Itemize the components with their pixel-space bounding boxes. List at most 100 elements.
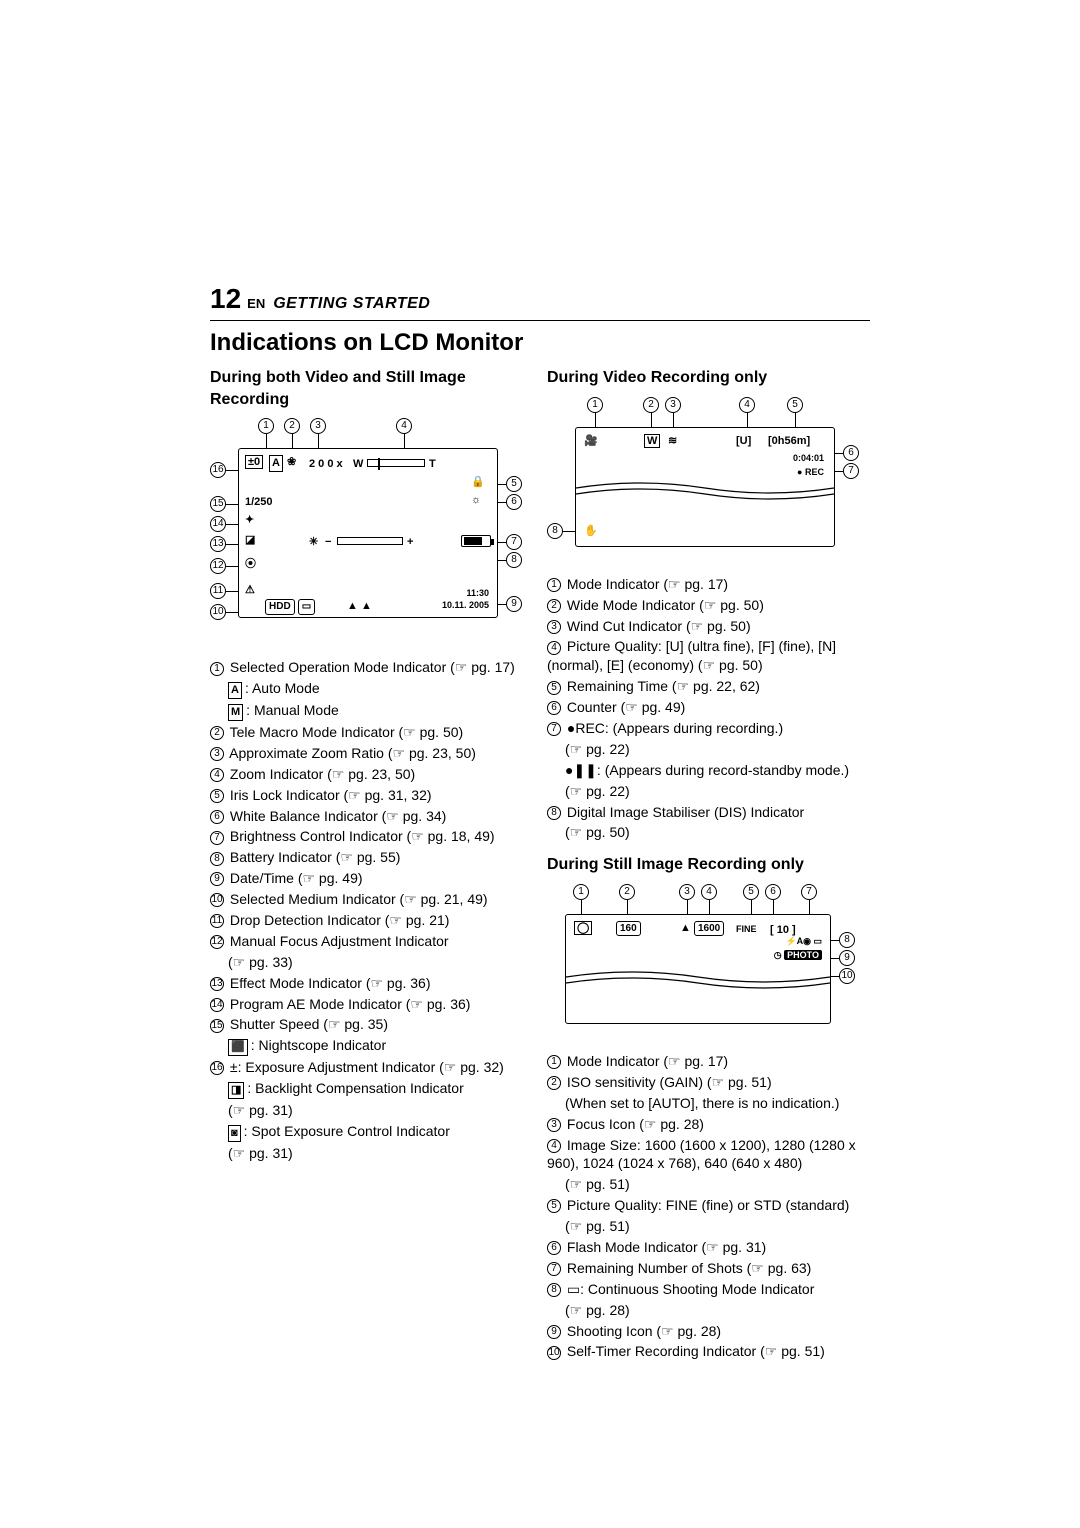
legend-item: 13 Effect Mode Indicator (☞ pg. 36)	[210, 974, 533, 993]
s-callout-2: 2	[619, 884, 635, 900]
shutter-speed: 1/250	[245, 495, 273, 510]
legend-item: 11 Drop Detection Indicator (☞ pg. 21)	[210, 911, 533, 930]
legend-item: ⬛: Nightscope Indicator	[210, 1036, 533, 1056]
v-callout-3: 3	[665, 397, 681, 413]
callout-1: 1	[258, 418, 274, 434]
s-callout-1: 1	[573, 884, 589, 900]
legend-item: 8 ▭: Continuous Shooting Mode Indicator	[547, 1280, 870, 1299]
video-quality: [U]	[736, 434, 751, 449]
photo-label: ◷ PHOTO	[774, 949, 822, 961]
video-counter: 0:04:01	[793, 452, 824, 464]
legend-item: 16 ±: Exposure Adjustment Indicator (☞ p…	[210, 1058, 533, 1077]
callout-3: 3	[310, 418, 326, 434]
legend-item: 10 Self-Timer Recording Indicator (☞ pg.…	[547, 1342, 870, 1361]
zoom-t: T	[429, 457, 436, 472]
legend-item: 4 Picture Quality: [U] (ultra fine), [F]…	[547, 637, 870, 675]
lang-code: EN	[247, 295, 265, 313]
legend-item: A: Auto Mode	[210, 679, 533, 699]
legend-item: 3 Approximate Zoom Ratio (☞ pg. 23, 50)	[210, 744, 533, 763]
legend-item: ◨: Backlight Compensation Indicator	[210, 1079, 533, 1099]
legend-item: M: Manual Mode	[210, 701, 533, 721]
video-mode-icon: 🎥	[584, 434, 598, 449]
legend-item: (☞ pg. 51)	[547, 1175, 870, 1194]
legend-item: 9 Shooting Icon (☞ pg. 28)	[547, 1322, 870, 1341]
drop-icon: ⚠	[245, 583, 255, 598]
callout-9: 9	[506, 596, 522, 612]
main-title: Indications on LCD Monitor	[210, 327, 870, 359]
legend-item: (☞ pg. 22)	[547, 740, 870, 759]
legend-item: 12 Manual Focus Adjustment Indicator	[210, 932, 533, 951]
legend-item: 1 Mode Indicator (☞ pg. 17)	[547, 575, 870, 594]
v-callout-8: 8	[547, 523, 563, 539]
bright-bar	[337, 537, 403, 545]
left-column: During both Video and Still Image Record…	[210, 367, 533, 1363]
legend-item: (☞ pg. 31)	[210, 1101, 533, 1120]
zoom-ratio: 2 0 0 x	[309, 457, 343, 472]
v-callout-5: 5	[787, 397, 803, 413]
iso-badge: 160	[616, 921, 641, 937]
legend-item: 4 Zoom Indicator (☞ pg. 23, 50)	[210, 765, 533, 784]
legend-item: 3 Wind Cut Indicator (☞ pg. 50)	[547, 617, 870, 636]
v-callout-7: 7	[843, 463, 859, 479]
s-callout-6: 6	[765, 884, 781, 900]
legend-item: 10 Selected Medium Indicator (☞ pg. 21, …	[210, 890, 533, 909]
ae-icon: ✦	[245, 513, 254, 528]
iris-lock-icon: 🔒	[471, 475, 485, 490]
lcd-time: 11:30	[466, 587, 489, 599]
legend-item: 7 ●REC: (Appears during recording.)	[547, 719, 870, 738]
wide-icon: W	[644, 434, 660, 449]
page-header: 12 EN GETTING STARTED	[210, 280, 870, 321]
mf-icon: ⦿	[245, 557, 256, 572]
wb-icon: ☼	[471, 493, 481, 508]
zoom-w: W	[353, 457, 363, 472]
effect-icon: ◪	[245, 533, 255, 548]
focus-icon: ▲	[680, 921, 691, 936]
legend-item: 2 ISO sensitivity (GAIN) (☞ pg. 51)	[547, 1073, 870, 1092]
legend-list-still: 1 Mode Indicator (☞ pg. 17)2 ISO sensiti…	[547, 1052, 870, 1361]
s-callout-9: 9	[839, 950, 855, 966]
legend-item: 5 Picture Quality: FINE (fine) or STD (s…	[547, 1196, 870, 1215]
medium-icon: ▲ ▲	[347, 599, 372, 614]
legend-item: 3 Focus Icon (☞ pg. 28)	[547, 1115, 870, 1134]
legend-item: 8 Digital Image Stabiliser (DIS) Indicat…	[547, 803, 870, 822]
callout-12: 12	[210, 558, 226, 574]
legend-item: 4 Image Size: 1600 (1600 x 1200), 1280 (…	[547, 1136, 870, 1174]
bright-plus: +	[407, 535, 413, 550]
legend-item: 9 Date/Time (☞ pg. 49)	[210, 869, 533, 888]
legend-item: (☞ pg. 31)	[210, 1144, 533, 1163]
wave-separator-2	[566, 971, 830, 989]
legend-item: (☞ pg. 33)	[210, 953, 533, 972]
video-remain: [0h56m]	[768, 434, 810, 449]
callout-10: 10	[210, 604, 226, 620]
subtitle-still: During Still Image Recording only	[547, 854, 870, 876]
legend-item: 1 Selected Operation Mode Indicator (☞ p…	[210, 658, 533, 677]
diagram-still: 1 2 3 4 5 6 7 8 9 10 ◯ 160 ▲	[547, 884, 870, 1042]
legend-item: 2 Tele Macro Mode Indicator (☞ pg. 50)	[210, 723, 533, 742]
legend-item: 5 Iris Lock Indicator (☞ pg. 31, 32)	[210, 786, 533, 805]
legend-item: 5 Remaining Time (☞ pg. 22, 62)	[547, 677, 870, 696]
legend-item: (☞ pg. 22)	[547, 782, 870, 801]
legend-item: 6 Flash Mode Indicator (☞ pg. 31)	[547, 1238, 870, 1257]
v-callout-4: 4	[739, 397, 755, 413]
legend-item: (☞ pg. 51)	[547, 1217, 870, 1236]
callout-7: 7	[506, 534, 522, 550]
callout-15: 15	[210, 496, 226, 512]
size-badge: 1600	[694, 921, 724, 937]
s-callout-10: 10	[839, 968, 855, 984]
subtitle-video: During Video Recording only	[547, 367, 870, 389]
v-callout-1: 1	[587, 397, 603, 413]
callout-11: 11	[210, 583, 226, 599]
lcd-expo: ±0	[245, 455, 263, 470]
diagram-both: 1 2 3 4 16 15 14 13 12 11 10 5	[210, 418, 533, 648]
callout-6: 6	[506, 494, 522, 510]
legend-item: 6 Counter (☞ pg. 49)	[547, 698, 870, 717]
hdd-badge: HDD ▭	[265, 599, 315, 615]
still-quality: FINE	[736, 923, 757, 935]
legend-item: ●❚❚: (Appears during record-standby mode…	[547, 761, 870, 780]
legend-list-video: 1 Mode Indicator (☞ pg. 17)2 Wide Mode I…	[547, 575, 870, 843]
flash-icon: ⚡A◉ ▭	[785, 935, 822, 947]
s-callout-3: 3	[679, 884, 695, 900]
s-callout-5: 5	[743, 884, 759, 900]
page-number: 12	[210, 280, 241, 318]
callout-4: 4	[396, 418, 412, 434]
